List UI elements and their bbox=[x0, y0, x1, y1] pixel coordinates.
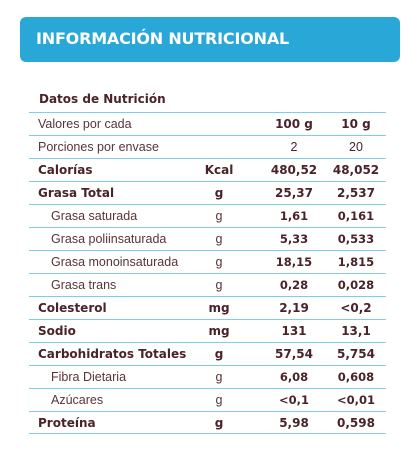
row-unit: g bbox=[215, 393, 223, 407]
row-value-100g: 5,98 bbox=[279, 416, 309, 430]
row-label: Grasa Total bbox=[38, 186, 115, 200]
row-value-10g: 0,161 bbox=[337, 209, 375, 223]
row-value-10g: 48,052 bbox=[332, 163, 380, 177]
table-row: Grasa saturada g 1,61 0,161 bbox=[29, 204, 386, 227]
row-unit: g bbox=[215, 232, 223, 246]
servings-label: Porciones por envase bbox=[38, 140, 159, 154]
row-value-10g: <0,2 bbox=[340, 301, 372, 315]
table-row: Grasa monoinsaturada g 18,15 1,815 bbox=[29, 250, 386, 273]
row-unit: g bbox=[214, 186, 224, 200]
header-label: Valores por cada bbox=[38, 117, 132, 131]
row-label: Fibra Dietaria bbox=[51, 370, 127, 384]
row-value-100g: 5,33 bbox=[279, 232, 309, 246]
row-unit: g bbox=[215, 370, 223, 384]
row-label: Grasa poliinsaturada bbox=[51, 232, 167, 246]
row-unit: g bbox=[215, 255, 223, 269]
table-row: Proteína g 5,98 0,598 bbox=[29, 411, 386, 434]
row-value-10g: 1,815 bbox=[337, 255, 375, 269]
table-header-row: Valores por cada 100 g 10 g bbox=[29, 112, 386, 135]
row-value-10g: 5,754 bbox=[337, 347, 375, 361]
row-label: Carbohidratos Totales bbox=[38, 347, 187, 361]
row-label: Azúcares bbox=[51, 393, 104, 407]
row-value-100g: 480,52 bbox=[270, 163, 318, 177]
row-unit: g bbox=[215, 209, 223, 223]
table-row: Carbohidratos Totales g 57,54 5,754 bbox=[29, 342, 386, 365]
row-unit: g bbox=[215, 278, 223, 292]
row-unit: mg bbox=[208, 301, 230, 315]
table-row: Grasa poliinsaturada g 5,33 0,533 bbox=[29, 227, 386, 250]
table-row: Fibra Dietaria g 6,08 0,608 bbox=[29, 365, 386, 388]
row-unit: g bbox=[214, 416, 224, 430]
row-unit: Kcal bbox=[204, 163, 234, 177]
row-value-100g: 0,28 bbox=[279, 278, 309, 292]
table-row: Colesterol mg 2,19 <0,2 bbox=[29, 296, 386, 319]
table-row: Grasa trans g 0,28 0,028 bbox=[29, 273, 386, 296]
row-value-100g: <0,1 bbox=[278, 393, 309, 407]
row-unit: g bbox=[214, 347, 224, 361]
row-value-100g: 18,15 bbox=[275, 255, 313, 269]
nutrition-table: Valores por cada 100 g 10 g Porciones po… bbox=[29, 112, 386, 434]
row-value-100g: 2,19 bbox=[279, 301, 309, 315]
row-label: Sodio bbox=[38, 324, 76, 338]
row-value-100g: 25,37 bbox=[275, 186, 313, 200]
servings-col-10g: 20 bbox=[349, 140, 363, 154]
row-value-10g: 2,537 bbox=[337, 186, 375, 200]
table-row: Grasa Total g 25,37 2,537 bbox=[29, 181, 386, 204]
row-label: Grasa saturada bbox=[51, 209, 138, 223]
header-col-10g: 10 g bbox=[341, 117, 371, 131]
table-row: Azúcares g <0,1 <0,01 bbox=[29, 388, 386, 411]
section-title: Datos de Nutrición bbox=[39, 92, 166, 106]
row-label: Grasa trans bbox=[51, 278, 117, 292]
table-row: Calorías Kcal 480,52 48,052 bbox=[29, 158, 386, 181]
row-value-10g: 0,533 bbox=[337, 232, 375, 246]
row-label: Grasa monoinsaturada bbox=[51, 255, 179, 269]
header-col-100g: 100 g bbox=[275, 117, 313, 131]
row-value-100g: 131 bbox=[281, 324, 307, 338]
servings-col-100g: 2 bbox=[290, 140, 298, 154]
row-value-10g: 0,028 bbox=[337, 278, 375, 292]
row-label: Calorías bbox=[38, 163, 93, 177]
row-value-10g: 13,1 bbox=[341, 324, 371, 338]
row-value-10g: 0,598 bbox=[337, 416, 375, 430]
row-value-10g: <0,01 bbox=[336, 393, 375, 407]
servings-row: Porciones por envase 2 20 bbox=[29, 135, 386, 158]
row-label: Colesterol bbox=[38, 301, 107, 315]
row-value-100g: 6,08 bbox=[279, 370, 309, 384]
row-value-100g: 57,54 bbox=[275, 347, 313, 361]
row-value-100g: 1,61 bbox=[279, 209, 309, 223]
title-banner: INFORMACIÓN NUTRICIONAL bbox=[20, 17, 400, 62]
table-row: Sodio mg 131 13,1 bbox=[29, 319, 386, 342]
row-value-10g: 0,608 bbox=[337, 370, 375, 384]
row-unit: mg bbox=[208, 324, 230, 338]
row-label: Proteína bbox=[38, 416, 96, 430]
banner-title: INFORMACIÓN NUTRICIONAL bbox=[36, 29, 289, 48]
